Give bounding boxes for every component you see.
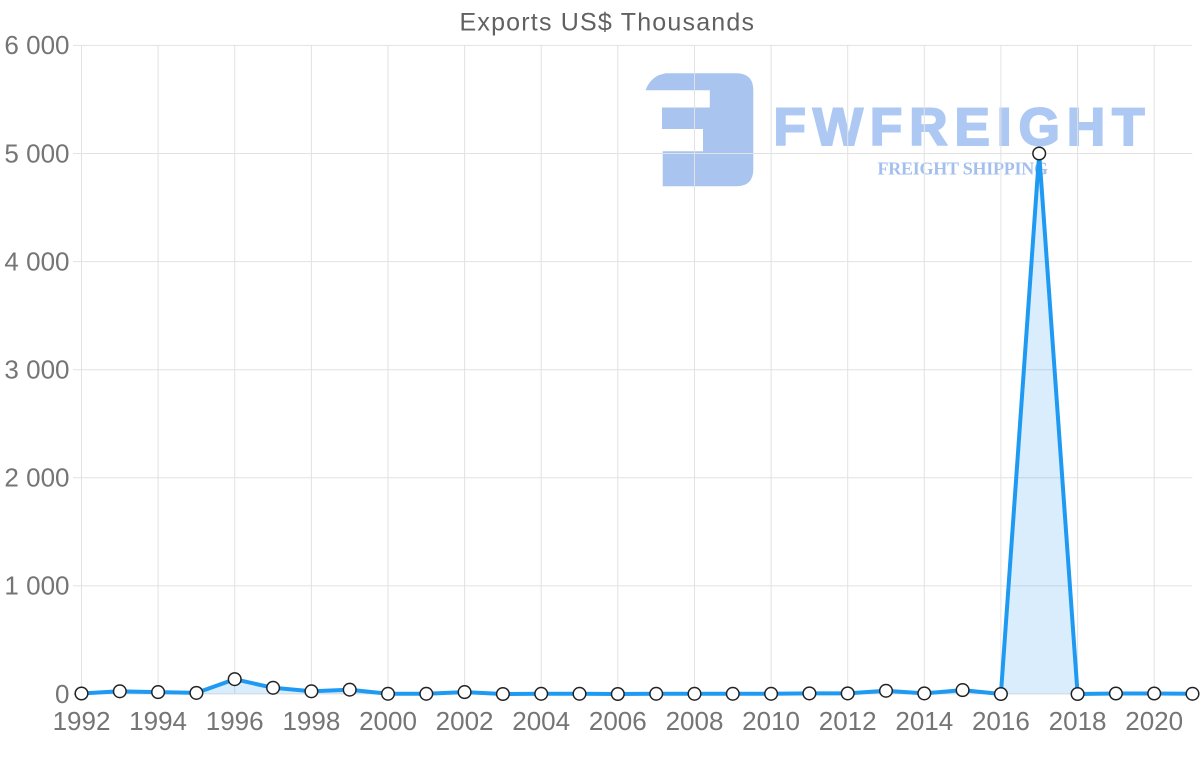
svg-text:2012: 2012 bbox=[819, 706, 877, 736]
svg-text:1 000: 1 000 bbox=[4, 571, 69, 601]
svg-text:3 000: 3 000 bbox=[4, 355, 69, 385]
svg-text:1998: 1998 bbox=[282, 706, 340, 736]
svg-text:2020: 2020 bbox=[1125, 706, 1183, 736]
svg-text:FREIGHT SHIPPING: FREIGHT SHIPPING bbox=[878, 159, 1048, 179]
svg-text:Exports US$ Thousands: Exports US$ Thousands bbox=[460, 9, 756, 37]
svg-text:2006: 2006 bbox=[589, 706, 647, 736]
svg-text:2014: 2014 bbox=[895, 706, 953, 736]
svg-text:5 000: 5 000 bbox=[4, 138, 69, 168]
svg-text:1996: 1996 bbox=[206, 706, 264, 736]
svg-text:0: 0 bbox=[55, 679, 69, 709]
svg-text:2004: 2004 bbox=[512, 706, 570, 736]
svg-text:2018: 2018 bbox=[1049, 706, 1107, 736]
svg-text:2 000: 2 000 bbox=[4, 463, 69, 493]
svg-text:1992: 1992 bbox=[53, 706, 111, 736]
svg-text:FWFREIGHT: FWFREIGHT bbox=[774, 98, 1152, 157]
svg-text:2016: 2016 bbox=[972, 706, 1030, 736]
svg-text:2000: 2000 bbox=[359, 706, 417, 736]
svg-text:1994: 1994 bbox=[129, 706, 187, 736]
svg-text:2008: 2008 bbox=[666, 706, 724, 736]
svg-text:2002: 2002 bbox=[436, 706, 494, 736]
svg-text:4 000: 4 000 bbox=[4, 246, 69, 276]
svg-text:2010: 2010 bbox=[742, 706, 800, 736]
svg-text:6 000: 6 000 bbox=[4, 30, 69, 60]
